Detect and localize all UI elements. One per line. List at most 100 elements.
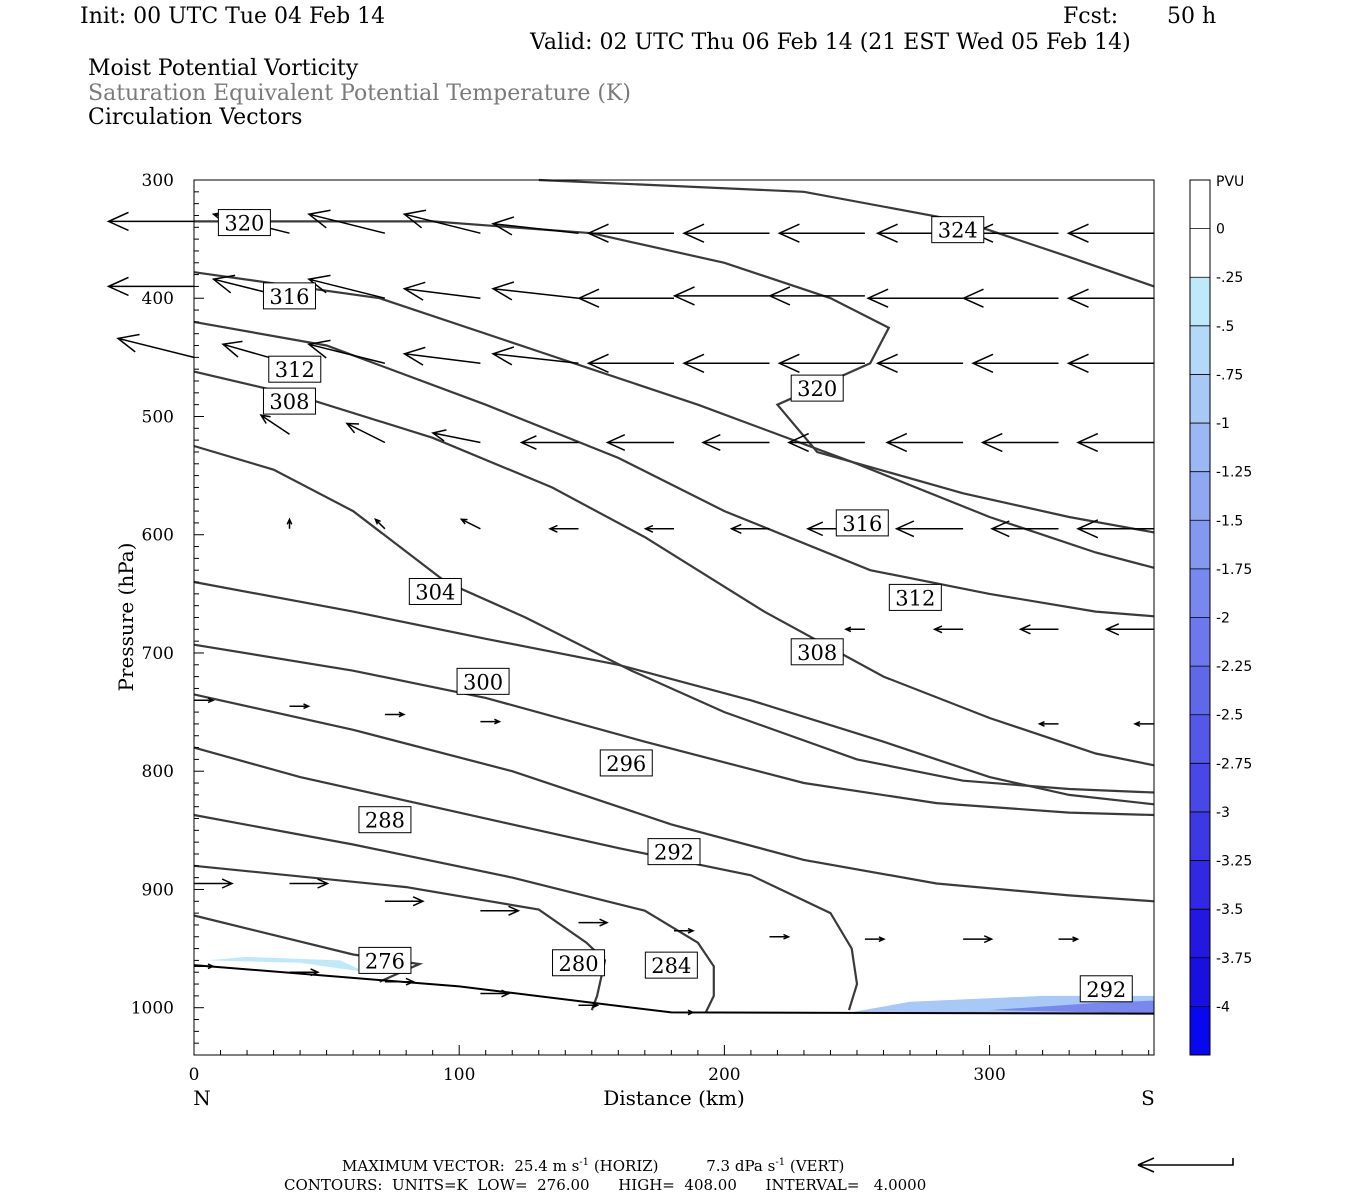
contour-label-17: 292: [1086, 978, 1126, 1002]
y-axis-title: Pressure (hPa): [114, 543, 138, 692]
field-title-theta-es: Saturation Equivalent Potential Temperat…: [88, 81, 631, 106]
vector-arrow-48: [729, 523, 770, 534]
max-vector-horiz-tag: (HORIZ): [593, 1157, 659, 1175]
vector-arrow-78: [674, 1009, 695, 1016]
contours-interval-label: INTERVAL=: [765, 1176, 860, 1194]
vector-arrow-45: [459, 518, 481, 530]
contour-label-9: 276: [365, 949, 405, 973]
colorbar-swatch-13: [1190, 811, 1210, 861]
colorbar-title: PVU: [1216, 174, 1244, 190]
colorbar-label: -1.5: [1216, 513, 1243, 529]
surface-line: [193, 964, 1155, 1015]
colorbar-label: -3.5: [1216, 902, 1243, 918]
vector-arrow-3: [402, 209, 481, 234]
vector-arrow-36: [519, 435, 579, 450]
colorbar-swatch-16: [1190, 957, 1210, 1007]
vector-arrow-73: [194, 963, 215, 970]
y-tick-label-400: 400: [142, 289, 174, 309]
vector-arrow-10: [1066, 223, 1154, 243]
contours-low-label: LOW=: [477, 1176, 528, 1194]
forecast-label: Fcst:: [1063, 4, 1119, 29]
vector-arrow-77: [578, 1002, 600, 1009]
vector-arrow-6: [682, 223, 770, 243]
cross-section-chart: 320 316 312 308 304 300 296 292 288 276 280 284 320 3…: [106, 171, 1252, 1110]
vector-arrow-75: [384, 977, 416, 986]
vector-arrow-4: [491, 216, 579, 236]
contour-label-15: 308: [797, 641, 837, 665]
contour-label-box-7: [647, 838, 701, 866]
contour-292: [193, 693, 1155, 903]
vector-arrow-20: [961, 288, 1059, 308]
contour-label-box-13: [835, 509, 889, 537]
colorbar-swatch-4: [1190, 374, 1210, 424]
pv-shade-0: [207, 956, 367, 973]
vector-arrow-63: [194, 878, 234, 889]
vector-arrow-19: [866, 288, 964, 308]
colorbar-label: -1.25: [1216, 465, 1252, 481]
colorbar-swatch-7: [1190, 520, 1210, 570]
contours-interval-value: 4.0000: [873, 1176, 927, 1194]
contour-284: [193, 813, 715, 1013]
plot-frame: [193, 179, 1155, 1056]
vector-arrow-47: [643, 524, 674, 533]
vector-arrow-65: [384, 896, 425, 907]
vector-arrow-28: [682, 353, 770, 373]
colorbar-label: -2.5: [1216, 708, 1243, 724]
init-time: Init: 00 UTC Tue 04 Feb 14: [80, 4, 386, 29]
colorbar-swatch-9: [1190, 617, 1210, 667]
reference-vector-icon: [1137, 1157, 1234, 1173]
vector-arrow-26: [491, 346, 579, 366]
vector-arrow-61: [1037, 721, 1059, 727]
colorbar-label: -1.75: [1216, 562, 1252, 578]
colorbar-swatch-1: [1190, 228, 1210, 278]
vector-arrow-58: [289, 703, 311, 710]
vector-arrow-42: [1076, 432, 1154, 453]
contour-label-box-4: [408, 577, 462, 605]
contour-300: [193, 580, 1155, 806]
colorbar-label: 0: [1216, 222, 1225, 238]
vector-arrow-64: [289, 878, 330, 889]
y-tick-label-900: 900: [142, 880, 174, 900]
vector-arrow-33: [259, 414, 290, 435]
contour-label-4: 304: [415, 580, 455, 604]
contours-units: UNITS=K: [392, 1176, 468, 1194]
colorbar-label: -4: [1216, 999, 1230, 1015]
colorbar-swatch-6: [1190, 471, 1210, 521]
vector-arrow-17: [672, 286, 770, 306]
vector-arrow-71: [963, 935, 994, 944]
y-axis: 300 400 500 600 700 800 900 1000: [131, 171, 204, 1056]
vector-arrow-66: [480, 905, 521, 916]
contour-label-box-14: [888, 583, 942, 611]
max-vector-vert-exp: -1: [775, 1157, 786, 1168]
vector-arrow-30: [875, 353, 964, 373]
y-tick-label-1000: 1000: [131, 999, 174, 1019]
colorbar-label: -.75: [1216, 367, 1243, 383]
vector-arrow-52: [1076, 519, 1154, 539]
contour-label-0: 320: [224, 212, 264, 236]
vector-arrow-24: [307, 339, 386, 365]
vector-arrow-76: [480, 989, 511, 998]
terrain-surface: [193, 964, 1155, 1015]
vector-arrow-41: [980, 432, 1059, 453]
circulation-vectors: [106, 209, 1154, 1016]
vector-arrow-60: [480, 718, 502, 725]
contours-line: CONTOURS: UNITS=K LOW= 276.00 HIGH= 408.…: [284, 1176, 926, 1194]
max-vector-vert-unit: dPa s: [734, 1157, 776, 1175]
vector-arrow-55: [1018, 624, 1059, 635]
vector-arrow-56: [1104, 623, 1154, 636]
contour-label-box-0: [217, 209, 271, 237]
max-vector-vert-value: 7.3: [706, 1157, 731, 1175]
y-tick-label-800: 800: [142, 762, 174, 782]
vector-arrow-51: [990, 520, 1059, 538]
vector-arrow-69: [769, 933, 791, 940]
colorbar-label: -3.75: [1216, 951, 1252, 967]
contour-label-14: 312: [895, 586, 935, 610]
colorbar-label: -2: [1216, 611, 1230, 627]
vector-arrow-32: [1066, 353, 1154, 373]
colorbar-label: -.5: [1216, 319, 1234, 335]
contours-low-value: 276.00: [537, 1176, 590, 1194]
vector-arrow-54: [932, 625, 964, 634]
contour-296: [193, 643, 1155, 817]
pv-shading: [207, 956, 1154, 1014]
vector-arrow-35: [431, 429, 481, 444]
